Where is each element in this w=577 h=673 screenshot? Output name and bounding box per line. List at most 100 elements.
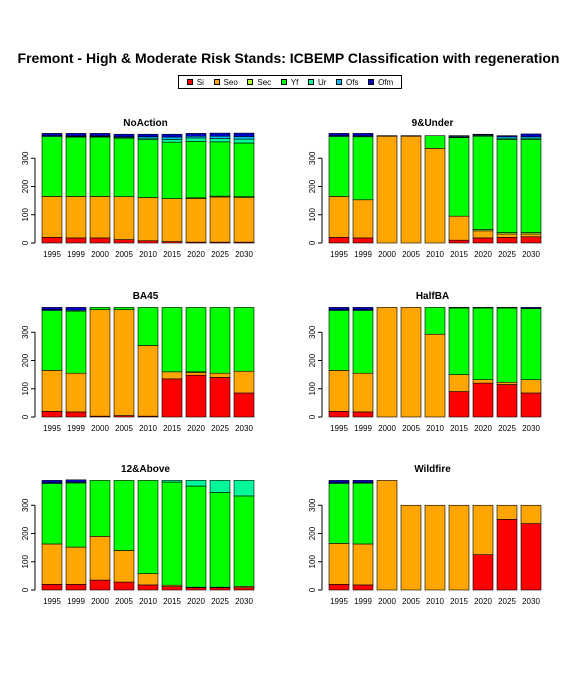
bar-segment-ofm bbox=[448, 307, 470, 309]
y-tick-label: 100 bbox=[21, 555, 30, 569]
x-tick-label: 1999 bbox=[67, 250, 85, 259]
x-tick-label: 2025 bbox=[498, 424, 516, 433]
bar-segment-si bbox=[448, 391, 470, 418]
bar-segment-ofm bbox=[65, 479, 87, 483]
y-tick-label: 300 bbox=[21, 325, 30, 339]
bar-segment-ofm bbox=[41, 133, 63, 136]
bar-segment-seo bbox=[185, 372, 207, 376]
bar-segment-yf bbox=[209, 307, 231, 374]
x-tick-label: 1999 bbox=[67, 424, 85, 433]
bar-segment-seo bbox=[328, 196, 350, 238]
legend-swatch bbox=[307, 79, 314, 85]
x-tick-label: 1999 bbox=[354, 250, 372, 259]
bar-segment-si bbox=[520, 392, 542, 418]
x-tick-label: 1995 bbox=[330, 597, 348, 606]
bar-segment-seo bbox=[352, 372, 374, 413]
bar-segment-yf bbox=[41, 483, 63, 545]
bar-segment-yf bbox=[65, 310, 87, 374]
legend-item-sec: Sec bbox=[247, 78, 271, 87]
x-tick-label: 2015 bbox=[163, 424, 181, 433]
y-tick-label: 0 bbox=[21, 587, 30, 592]
legend-label: Yf bbox=[290, 77, 299, 87]
bar-segment-yf bbox=[89, 480, 111, 537]
x-tick-label: 2015 bbox=[450, 597, 468, 606]
bar-segment-ofm bbox=[185, 133, 207, 137]
bar-segment-si bbox=[520, 236, 542, 244]
bar-segment-si bbox=[328, 584, 350, 591]
bar-segment-si bbox=[233, 392, 255, 418]
bar-segment-seo bbox=[185, 198, 207, 243]
bar-segment-seo bbox=[233, 370, 255, 394]
bar-segment-yf bbox=[496, 139, 518, 233]
bar-segment-seo bbox=[161, 371, 183, 380]
y-tick-label: 100 bbox=[308, 382, 317, 396]
bar-segment-seo bbox=[448, 504, 470, 591]
bar-segment-seo bbox=[137, 573, 159, 586]
x-tick-label: 2030 bbox=[235, 250, 253, 259]
bar-segment-yf bbox=[328, 310, 350, 371]
bar-segment-ofm bbox=[209, 132, 231, 137]
bar-segment-ur bbox=[161, 480, 183, 483]
bar-segment-si bbox=[209, 587, 231, 591]
y-tick-label: 200 bbox=[308, 353, 317, 367]
bar-segment-seo bbox=[209, 372, 231, 378]
bar-segment-seo bbox=[113, 550, 135, 583]
bar-segment-yf bbox=[89, 307, 111, 310]
legend-swatch bbox=[213, 79, 220, 85]
bar-segment-seo bbox=[65, 196, 87, 239]
y-tick-label: 0 bbox=[308, 414, 317, 419]
legend-swatch bbox=[247, 79, 254, 85]
y-tick-label: 200 bbox=[21, 179, 30, 193]
bar-segment-si bbox=[161, 586, 183, 591]
y-tick-label: 200 bbox=[308, 179, 317, 193]
bar-segment-si bbox=[352, 237, 374, 244]
x-tick-label: 2020 bbox=[187, 250, 205, 259]
bar-segment-ofm bbox=[472, 307, 494, 309]
bar-segment-yf bbox=[328, 136, 350, 197]
x-tick-label: 2010 bbox=[139, 424, 157, 433]
bar-segment-seo bbox=[41, 543, 63, 585]
bar-segment-seo bbox=[496, 504, 518, 520]
panel-title: 9&Under bbox=[412, 118, 454, 129]
panel-title: 12&Above bbox=[121, 464, 170, 475]
x-tick-label: 2015 bbox=[450, 424, 468, 433]
bar-segment-seo bbox=[424, 333, 446, 418]
x-tick-label: 2010 bbox=[139, 597, 157, 606]
bar-segment-si bbox=[185, 587, 207, 591]
x-tick-label: 2020 bbox=[474, 250, 492, 259]
x-tick-label: 1999 bbox=[354, 424, 372, 433]
bar-segment-si bbox=[496, 384, 518, 418]
bar-segment-seo bbox=[233, 197, 255, 243]
bar-segment-ofm bbox=[520, 133, 542, 138]
bar-segment-yf bbox=[65, 136, 87, 197]
bar-segment-yf bbox=[233, 495, 255, 587]
bar-segment-si bbox=[65, 411, 87, 418]
bar-segment-seo bbox=[352, 199, 374, 239]
bar-segment-yf bbox=[161, 307, 183, 373]
bar-segment-yf bbox=[185, 141, 207, 199]
bar-segment-seo bbox=[400, 307, 422, 418]
legend-swatch bbox=[368, 79, 375, 85]
x-tick-label: 2000 bbox=[378, 597, 396, 606]
panel-halfba: HalfBA 0 100 200 300 1995 1999 2000 2005 2010 2015… bbox=[308, 291, 542, 433]
x-tick-label: 2020 bbox=[474, 424, 492, 433]
y-tick-label: 100 bbox=[21, 208, 30, 222]
legend-item-si: Si bbox=[186, 78, 204, 87]
panel-title: Wildfire bbox=[414, 464, 451, 475]
y-tick-label: 100 bbox=[308, 208, 317, 222]
bar-segment-si bbox=[89, 579, 111, 591]
bar-segment-yf bbox=[352, 482, 374, 545]
bar-segment-si bbox=[448, 239, 470, 244]
x-tick-label: 2000 bbox=[91, 424, 109, 433]
bar-segment-ofm bbox=[65, 133, 87, 137]
bar-segment-seo bbox=[113, 309, 135, 416]
bar-segment-yf bbox=[496, 307, 518, 383]
bar-segment-seo bbox=[352, 543, 374, 586]
bar-segment-yf bbox=[137, 139, 159, 198]
bar-segment-seo bbox=[400, 504, 422, 591]
bar-segment-seo bbox=[520, 379, 542, 394]
bar-segment-si bbox=[65, 237, 87, 244]
bar-segment-ur bbox=[233, 138, 255, 144]
y-tick-label: 300 bbox=[308, 151, 317, 165]
bar-segment-ofm bbox=[496, 135, 518, 138]
